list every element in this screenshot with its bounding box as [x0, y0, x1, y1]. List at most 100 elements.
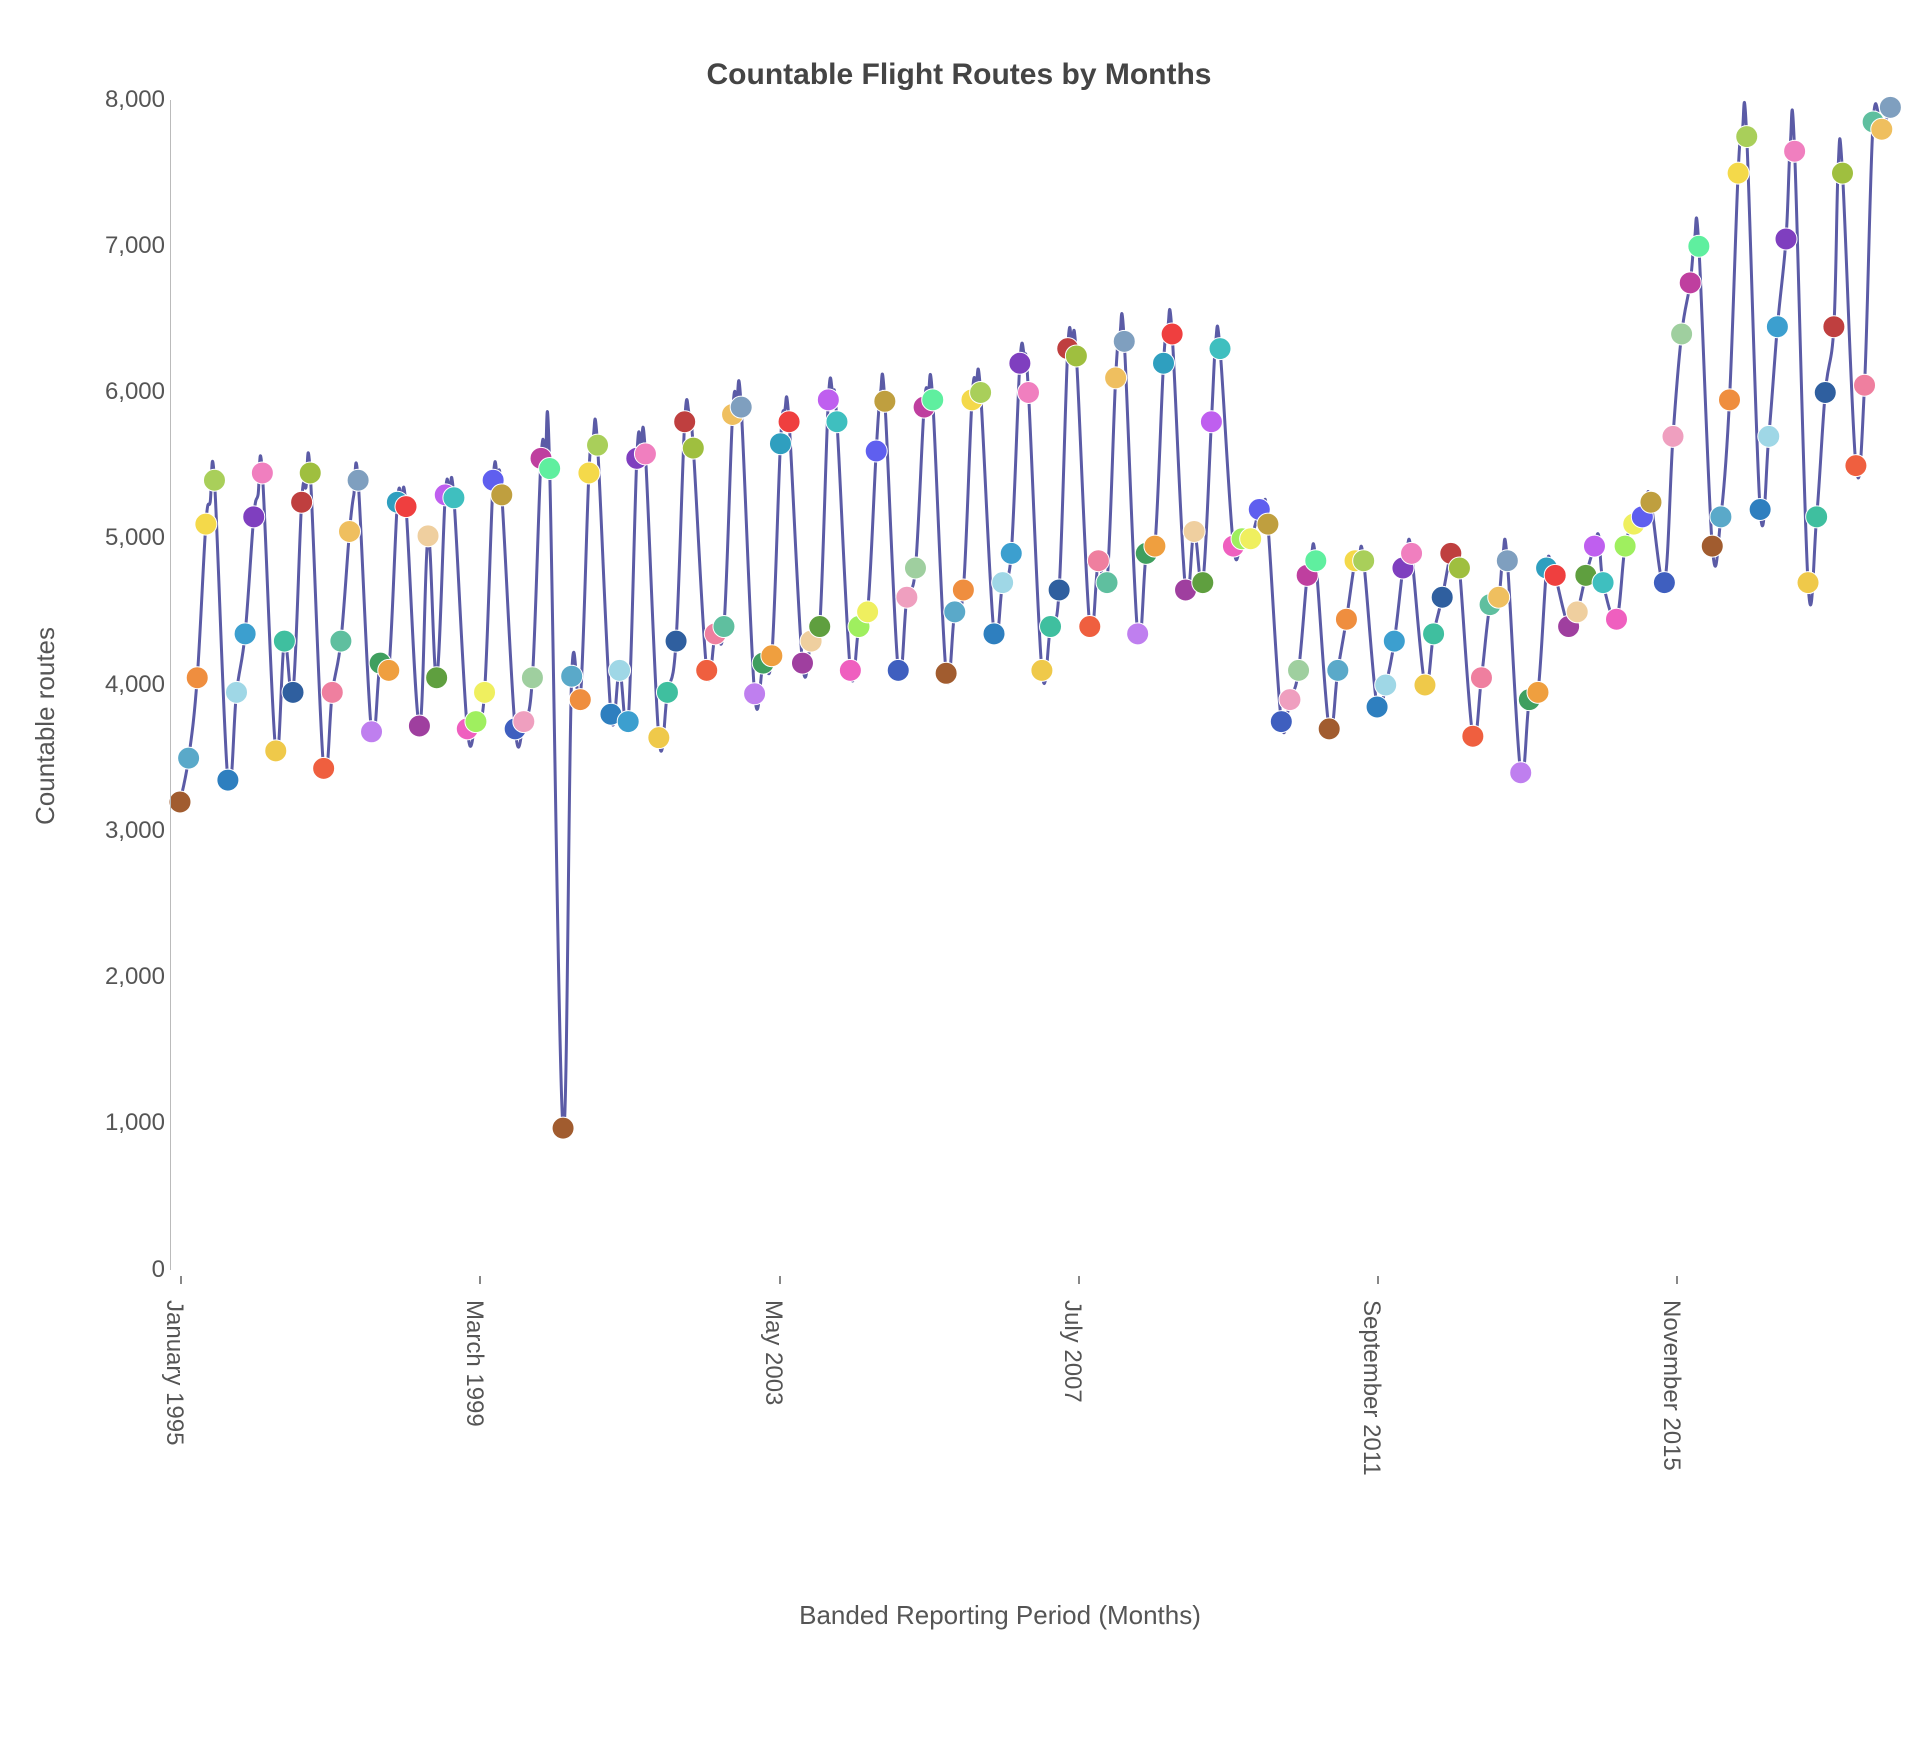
data-marker[interactable] — [1583, 535, 1605, 557]
data-marker[interactable] — [1065, 345, 1087, 367]
data-marker[interactable] — [1775, 228, 1797, 250]
data-marker[interactable] — [1305, 550, 1327, 572]
data-marker[interactable] — [1009, 352, 1031, 374]
data-marker[interactable] — [1823, 316, 1845, 338]
data-marker[interactable] — [656, 681, 678, 703]
data-marker[interactable] — [896, 586, 918, 608]
data-marker[interactable] — [408, 715, 430, 737]
data-marker[interactable] — [1192, 572, 1214, 594]
data-marker[interactable] — [1200, 411, 1222, 433]
data-marker[interactable] — [513, 711, 535, 733]
data-marker[interactable] — [1279, 689, 1301, 711]
data-marker[interactable] — [1017, 382, 1039, 404]
data-marker[interactable] — [1335, 608, 1357, 630]
data-marker[interactable] — [1605, 608, 1627, 630]
data-marker[interactable] — [1366, 696, 1388, 718]
data-marker[interactable] — [1327, 659, 1349, 681]
data-marker[interactable] — [857, 601, 879, 623]
data-marker[interactable] — [1854, 374, 1876, 396]
data-marker[interactable] — [1414, 674, 1436, 696]
data-marker[interactable] — [539, 458, 561, 480]
data-marker[interactable] — [217, 769, 239, 791]
data-marker[interactable] — [443, 487, 465, 509]
data-marker[interactable] — [1527, 681, 1549, 703]
data-marker[interactable] — [321, 681, 343, 703]
data-marker[interactable] — [1758, 425, 1780, 447]
data-marker[interactable] — [665, 630, 687, 652]
data-marker[interactable] — [1383, 630, 1405, 652]
data-marker[interactable] — [299, 462, 321, 484]
data-marker[interactable] — [1496, 550, 1518, 572]
data-marker[interactable] — [817, 389, 839, 411]
data-marker[interactable] — [1270, 711, 1292, 733]
data-marker[interactable] — [1566, 601, 1588, 623]
data-marker[interactable] — [992, 572, 1014, 594]
data-marker[interactable] — [1871, 118, 1893, 140]
data-marker[interactable] — [378, 659, 400, 681]
data-marker[interactable] — [865, 440, 887, 462]
data-marker[interactable] — [1161, 323, 1183, 345]
data-marker[interactable] — [674, 411, 696, 433]
data-marker[interactable] — [904, 557, 926, 579]
data-marker[interactable] — [730, 396, 752, 418]
data-marker[interactable] — [1662, 425, 1684, 447]
data-marker[interactable] — [1040, 616, 1062, 638]
data-marker[interactable] — [1318, 718, 1340, 740]
data-marker[interactable] — [609, 659, 631, 681]
data-marker[interactable] — [617, 711, 639, 733]
data-marker[interactable] — [313, 757, 335, 779]
data-marker[interactable] — [361, 721, 383, 743]
data-marker[interactable] — [291, 491, 313, 513]
data-marker[interactable] — [1096, 572, 1118, 594]
data-marker[interactable] — [1710, 506, 1732, 528]
data-marker[interactable] — [696, 659, 718, 681]
data-marker[interactable] — [1257, 513, 1279, 535]
data-marker[interactable] — [339, 520, 361, 542]
data-marker[interactable] — [1671, 323, 1693, 345]
data-marker[interactable] — [769, 433, 791, 455]
data-marker[interactable] — [330, 630, 352, 652]
data-marker[interactable] — [1640, 491, 1662, 513]
data-marker[interactable] — [1153, 352, 1175, 374]
data-marker[interactable] — [1423, 623, 1445, 645]
data-marker[interactable] — [474, 681, 496, 703]
data-marker[interactable] — [887, 659, 909, 681]
data-marker[interactable] — [1144, 535, 1166, 557]
data-marker[interactable] — [195, 513, 217, 535]
data-marker[interactable] — [1183, 520, 1205, 542]
data-marker[interactable] — [1806, 506, 1828, 528]
data-marker[interactable] — [465, 711, 487, 733]
data-marker[interactable] — [552, 1117, 574, 1139]
data-marker[interactable] — [569, 689, 591, 711]
data-marker[interactable] — [983, 623, 1005, 645]
data-marker[interactable] — [169, 791, 191, 813]
data-marker[interactable] — [491, 484, 513, 506]
data-marker[interactable] — [251, 462, 273, 484]
data-marker[interactable] — [935, 662, 957, 684]
data-marker[interactable] — [395, 496, 417, 518]
data-marker[interactable] — [1749, 499, 1771, 521]
data-marker[interactable] — [1544, 564, 1566, 586]
data-marker[interactable] — [713, 616, 735, 638]
data-marker[interactable] — [1845, 455, 1867, 477]
data-marker[interactable] — [648, 727, 670, 749]
data-marker[interactable] — [234, 623, 256, 645]
data-marker[interactable] — [265, 740, 287, 762]
data-marker[interactable] — [744, 683, 766, 705]
data-marker[interactable] — [922, 389, 944, 411]
data-marker[interactable] — [1592, 572, 1614, 594]
data-marker[interactable] — [243, 506, 265, 528]
data-marker[interactable] — [1470, 667, 1492, 689]
data-marker[interactable] — [682, 437, 704, 459]
data-marker[interactable] — [1209, 338, 1231, 360]
data-marker[interactable] — [1679, 272, 1701, 294]
data-marker[interactable] — [1000, 542, 1022, 564]
data-marker[interactable] — [1488, 586, 1510, 608]
data-marker[interactable] — [1797, 572, 1819, 594]
data-marker[interactable] — [826, 411, 848, 433]
data-marker[interactable] — [1510, 762, 1532, 784]
data-marker[interactable] — [203, 469, 225, 491]
data-marker[interactable] — [417, 525, 439, 547]
data-marker[interactable] — [1701, 535, 1723, 557]
data-marker[interactable] — [1079, 616, 1101, 638]
